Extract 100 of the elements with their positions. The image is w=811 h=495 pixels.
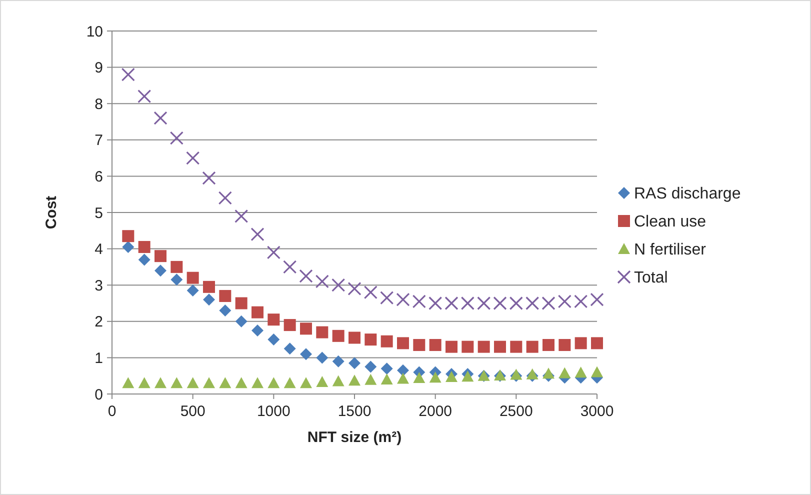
point [203,294,215,306]
x-tick-label: 1000 [256,403,290,420]
y-tick-label: 9 [94,60,103,77]
point [397,337,409,350]
point [380,291,394,305]
point [235,315,248,328]
point [203,280,215,293]
point [235,377,248,388]
point [219,377,232,388]
point [364,334,377,346]
y-tick-label: 3 [94,277,103,294]
point [558,367,571,378]
point [316,326,328,338]
point [170,131,184,145]
y-tick-label: 10 [86,23,103,40]
point [397,372,409,384]
point [526,296,540,310]
y-tick-label: 2 [94,314,103,331]
point [268,314,280,326]
point [268,334,280,346]
point [203,377,215,388]
point [542,296,556,310]
point [542,368,554,379]
point [250,227,264,242]
x-tick-label: 1500 [338,403,372,420]
point [234,209,248,223]
point [558,338,571,351]
point [591,366,603,378]
point [413,338,426,351]
point [202,171,216,185]
point [252,324,264,336]
point [364,360,377,373]
point [138,240,150,253]
point [284,377,296,388]
x-axis-title: NFT size (m²) [307,429,402,446]
point [186,284,199,297]
point [219,304,232,317]
point [444,296,458,310]
y-tick-label: 1 [94,350,103,367]
point [348,282,362,296]
y-tick-label: 0 [94,386,103,404]
point [219,290,232,302]
point [268,377,280,388]
point [413,372,426,384]
point [478,340,490,353]
point [428,296,442,310]
point [122,240,134,253]
x-tick-label: 3000 [580,403,614,420]
legend-label: RAS discharge [634,186,741,203]
y-tick-label: 7 [94,132,103,150]
point [348,374,360,386]
y-tick-label: 8 [94,96,103,113]
point [412,294,426,308]
point [558,294,572,308]
point [284,319,296,332]
point [154,377,166,388]
point [509,296,523,310]
point [315,274,329,288]
point [252,306,264,318]
point [348,332,360,344]
point [138,377,150,388]
point [574,337,587,350]
y-tick-label: 5 [94,204,103,222]
point [235,297,248,310]
point [186,151,200,165]
point [154,111,168,125]
point [574,294,588,308]
point [299,269,313,283]
point [122,230,134,242]
point [316,352,328,364]
point [380,335,393,348]
point [154,250,166,262]
point [121,68,135,82]
point [284,342,296,355]
point [510,340,522,353]
legend-label: Clean use [634,214,706,231]
point [332,375,344,386]
legend-label: N fertiliser [634,242,707,259]
x-tick-label: 2500 [499,403,533,420]
point [300,377,312,388]
point [348,357,360,370]
point [332,355,344,368]
point [526,340,538,353]
point [283,260,297,274]
point [186,272,199,284]
point [462,370,474,382]
point [316,376,328,388]
point [542,338,554,351]
point [138,254,150,266]
point [590,292,604,306]
point [364,286,378,300]
point [122,377,134,388]
point [300,348,312,360]
point [493,296,507,310]
point [170,274,183,286]
point [446,340,458,353]
point [266,246,280,260]
y-tick-label: 6 [94,168,103,186]
point [332,278,346,292]
point [396,292,410,306]
